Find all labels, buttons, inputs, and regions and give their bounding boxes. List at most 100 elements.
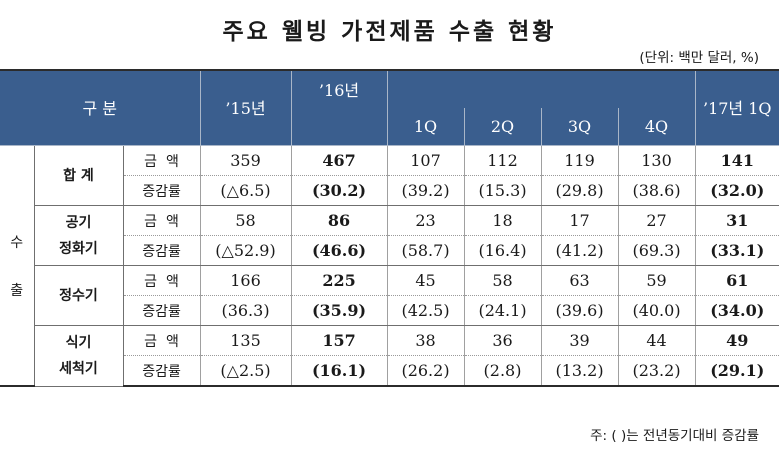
amount-cell: 31: [695, 205, 779, 236]
amount-cell: 49: [695, 325, 779, 356]
row-category-line: 합 계: [63, 167, 94, 184]
rate-cell: (15.3): [464, 175, 542, 206]
table-row: 증감률 (△6.5) (30.2) (39.2) (15.3) (29.8) (38.6)(…: [0, 175, 779, 206]
rate-cell: (39.6): [541, 295, 619, 326]
header-q4: 4Q: [618, 108, 696, 146]
rate-cell: (40.0): [618, 295, 696, 326]
amount-cell: 61: [695, 265, 779, 296]
header-q3: 3Q: [541, 108, 619, 146]
rate-label: 증감률: [123, 175, 201, 206]
amount-cell: 45: [387, 265, 465, 296]
amount-cell: 141: [695, 145, 779, 176]
amount-cell: 130: [618, 145, 696, 176]
rate-cell: (29.8): [541, 175, 619, 206]
rate-cell: (46.6): [291, 235, 388, 266]
row-category-line: 식기: [65, 334, 92, 351]
rate-cell: (38.6): [618, 175, 696, 206]
amount-label: 금 액: [123, 265, 201, 296]
amount-cell: 39: [541, 325, 619, 356]
rate-cell: (34.0): [695, 295, 779, 326]
amount-cell: 225: [291, 265, 388, 296]
rate-cell: (16.1): [291, 355, 388, 387]
rate-cell: (42.5): [387, 295, 465, 326]
rate-cell: (24.1): [464, 295, 542, 326]
table-row: 공기 정화기 금 액 58 86 23 18 17 27 31: [0, 205, 779, 266]
page-title: 주요 웰빙 가전제품 수출 현황: [222, 19, 557, 45]
rate-cell: (39.2): [387, 175, 465, 206]
rate-cell: (16.4): [464, 235, 542, 266]
rate-cell: (13.2): [541, 355, 619, 387]
amount-cell: 59: [618, 265, 696, 296]
amount-cell: 23: [387, 205, 465, 236]
row-category-line: 정화기: [59, 240, 98, 257]
header-q1: 1Q: [387, 108, 465, 146]
amount-cell: 17: [541, 205, 619, 236]
amount-cell: 36: [464, 325, 542, 356]
rate-cell: (23.2): [618, 355, 696, 387]
amount-label: 금 액: [123, 145, 201, 176]
footnote: 주: ( )는 전년동기대비 증감률: [590, 428, 759, 444]
amount-cell: 107: [387, 145, 465, 176]
rate-cell: (35.9): [291, 295, 388, 326]
amount-label: 금 액: [123, 325, 201, 356]
amount-cell: 44: [618, 325, 696, 356]
table-row: 증감률 (△52.9) (46.6) (58.7) (16.4) (41.2) (69.3)…: [0, 235, 779, 266]
rate-label: 증감률: [123, 355, 201, 387]
header-2017-q1: ’17년 1Q: [695, 69, 779, 146]
amount-cell: 112: [464, 145, 542, 176]
rate-label: 증감률: [123, 235, 201, 266]
row-category: 정수기: [34, 265, 124, 326]
header-2016-cont: [291, 108, 388, 146]
row-category: 합 계: [34, 145, 124, 206]
rate-cell: (△52.9): [200, 235, 292, 266]
rate-cell: (26.2): [387, 355, 465, 387]
amount-cell: 58: [464, 265, 542, 296]
rate-cell: (69.3): [618, 235, 696, 266]
header-2016: ’16년: [291, 69, 388, 108]
rate-label: 증감률: [123, 295, 201, 326]
side-label-bottom: 출: [10, 282, 24, 299]
rate-cell: (30.2): [291, 175, 388, 206]
amount-cell: 135: [200, 325, 292, 356]
rate-cell: (32.0): [695, 175, 779, 206]
rate-cell: (36.3): [200, 295, 292, 326]
header-2015: ’15년: [200, 69, 292, 146]
unit-label: (단위: 백만 달러, %): [639, 50, 759, 66]
amount-cell: 86: [291, 205, 388, 236]
amount-cell: 467: [291, 145, 388, 176]
amount-cell: 38: [387, 325, 465, 356]
rate-cell: (29.1): [695, 355, 779, 387]
row-category-line: 정수기: [59, 287, 98, 304]
amount-cell: 18: [464, 205, 542, 236]
amount-label: 금 액: [123, 205, 201, 236]
amount-cell: 157: [291, 325, 388, 356]
rate-cell: (58.7): [387, 235, 465, 266]
header-2016-quarters-group: [387, 69, 696, 108]
row-category-line: 세척기: [59, 360, 98, 377]
side-label-top: 수: [10, 234, 24, 251]
header-category: 구 분: [0, 69, 201, 146]
rate-cell: (41.2): [541, 235, 619, 266]
rate-cell: (2.8): [464, 355, 542, 387]
amount-cell: 119: [541, 145, 619, 176]
row-category-line: 공기: [65, 214, 92, 231]
table-row: 정수기 금 액 166 225 45 58 63 59 61: [0, 265, 779, 326]
amount-cell: 63: [541, 265, 619, 296]
amount-cell: 166: [200, 265, 292, 296]
table-row: 증감률 (△2.5) (16.1) (26.2) (2.8) (13.2) (23.2) (2…: [0, 355, 779, 387]
amount-cell: 359: [200, 145, 292, 176]
table-top-rule: [0, 69, 779, 71]
rate-cell: (33.1): [695, 235, 779, 266]
amount-cell: 27: [618, 205, 696, 236]
amount-cell: 58: [200, 205, 292, 236]
rate-cell: (△2.5): [200, 355, 292, 387]
rate-cell: (△6.5): [200, 175, 292, 206]
table-row: 증감률 (36.3) (35.9) (42.5) (24.1) (39.6) (40.0)(…: [0, 295, 779, 326]
table-row: 식기 세척기 금 액 135 157 38 36 39 44 49: [0, 325, 779, 387]
header-q2: 2Q: [464, 108, 542, 146]
